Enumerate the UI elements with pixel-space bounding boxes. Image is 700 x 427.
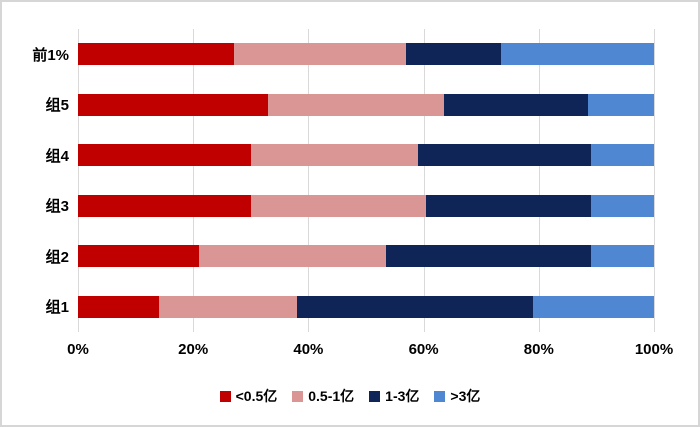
gridline xyxy=(423,29,425,332)
legend-label: 0.5-1亿 xyxy=(308,388,355,404)
bar-segment xyxy=(158,295,297,318)
legend-item: <0.5亿 xyxy=(219,386,278,406)
gridlines xyxy=(78,29,655,332)
bar-segment xyxy=(296,295,534,318)
bar-segment xyxy=(78,43,234,66)
bar-segment xyxy=(268,93,444,116)
legend-label: >3亿 xyxy=(450,388,481,404)
bar-segment xyxy=(406,43,502,66)
bar-segment xyxy=(198,245,387,268)
legend-label: 1-3亿 xyxy=(385,388,420,404)
bar-row: 组4 xyxy=(2,130,654,181)
bar-row: 组5 xyxy=(2,80,654,131)
gridline xyxy=(654,29,655,332)
bar-segment xyxy=(443,93,588,116)
x-axis-labels: 0% 20% 40% 60% 80% 100% xyxy=(67,341,673,361)
bar-segment xyxy=(78,93,269,116)
bar-segment xyxy=(590,245,654,268)
bar-segment xyxy=(78,194,251,217)
bar-rows: 前1% 组5 组4 组3 组2 组1 xyxy=(2,29,654,332)
gridline xyxy=(193,29,195,332)
stacked-bar xyxy=(78,194,654,217)
x-tick-label: 40% xyxy=(293,341,324,358)
bar-segment xyxy=(533,295,654,318)
legend-item: 1-3亿 xyxy=(369,386,419,406)
stacked-bar xyxy=(78,245,654,268)
bar-segment xyxy=(426,194,591,217)
x-tick-label: 0% xyxy=(67,341,89,358)
legend-item: >3亿 xyxy=(434,386,480,406)
bar-segment xyxy=(78,144,251,167)
legend-swatch xyxy=(369,390,381,402)
x-tick-label: 60% xyxy=(408,341,439,358)
bar-segment xyxy=(501,43,654,66)
bar-segment xyxy=(417,144,591,167)
legend-item: 0.5-1亿 xyxy=(292,386,354,406)
bar-row: 组2 xyxy=(2,231,654,282)
bar-segment xyxy=(587,93,654,116)
category-label: 组5 xyxy=(45,97,69,115)
category-label: 组3 xyxy=(45,198,69,216)
gridline xyxy=(308,29,310,332)
bar-segment xyxy=(386,245,591,268)
bar-segment xyxy=(233,43,407,66)
stacked-bar xyxy=(78,43,654,66)
bar-segment xyxy=(250,144,418,167)
gridline xyxy=(538,29,540,332)
category-label: 组2 xyxy=(45,248,69,266)
legend-swatch xyxy=(292,390,304,402)
category-label: 组1 xyxy=(45,299,69,317)
x-tick-label: 20% xyxy=(178,341,209,358)
bar-row: 前1% xyxy=(2,29,654,80)
bar-row: 组3 xyxy=(2,181,654,232)
bar-segment xyxy=(590,144,654,167)
bar-segment xyxy=(590,194,654,217)
stacked-bar xyxy=(78,93,654,116)
stacked-bar xyxy=(78,144,654,167)
category-label: 前1% xyxy=(32,46,69,64)
legend-swatch xyxy=(434,390,446,402)
bar-row: 组1 xyxy=(2,282,654,333)
legend-swatch xyxy=(219,390,231,402)
stacked-bar xyxy=(78,295,654,318)
x-tick-label: 80% xyxy=(523,341,554,358)
legend: <0.5亿 0.5-1亿 1-3亿 >3亿 xyxy=(2,386,698,406)
bar-segment xyxy=(250,194,427,217)
bar-segment xyxy=(78,295,159,318)
gridline xyxy=(78,29,79,332)
legend-label: <0.5亿 xyxy=(235,388,278,404)
x-tick-label: 100% xyxy=(634,341,674,358)
category-label: 组4 xyxy=(45,147,69,165)
bar-segment xyxy=(78,245,199,268)
